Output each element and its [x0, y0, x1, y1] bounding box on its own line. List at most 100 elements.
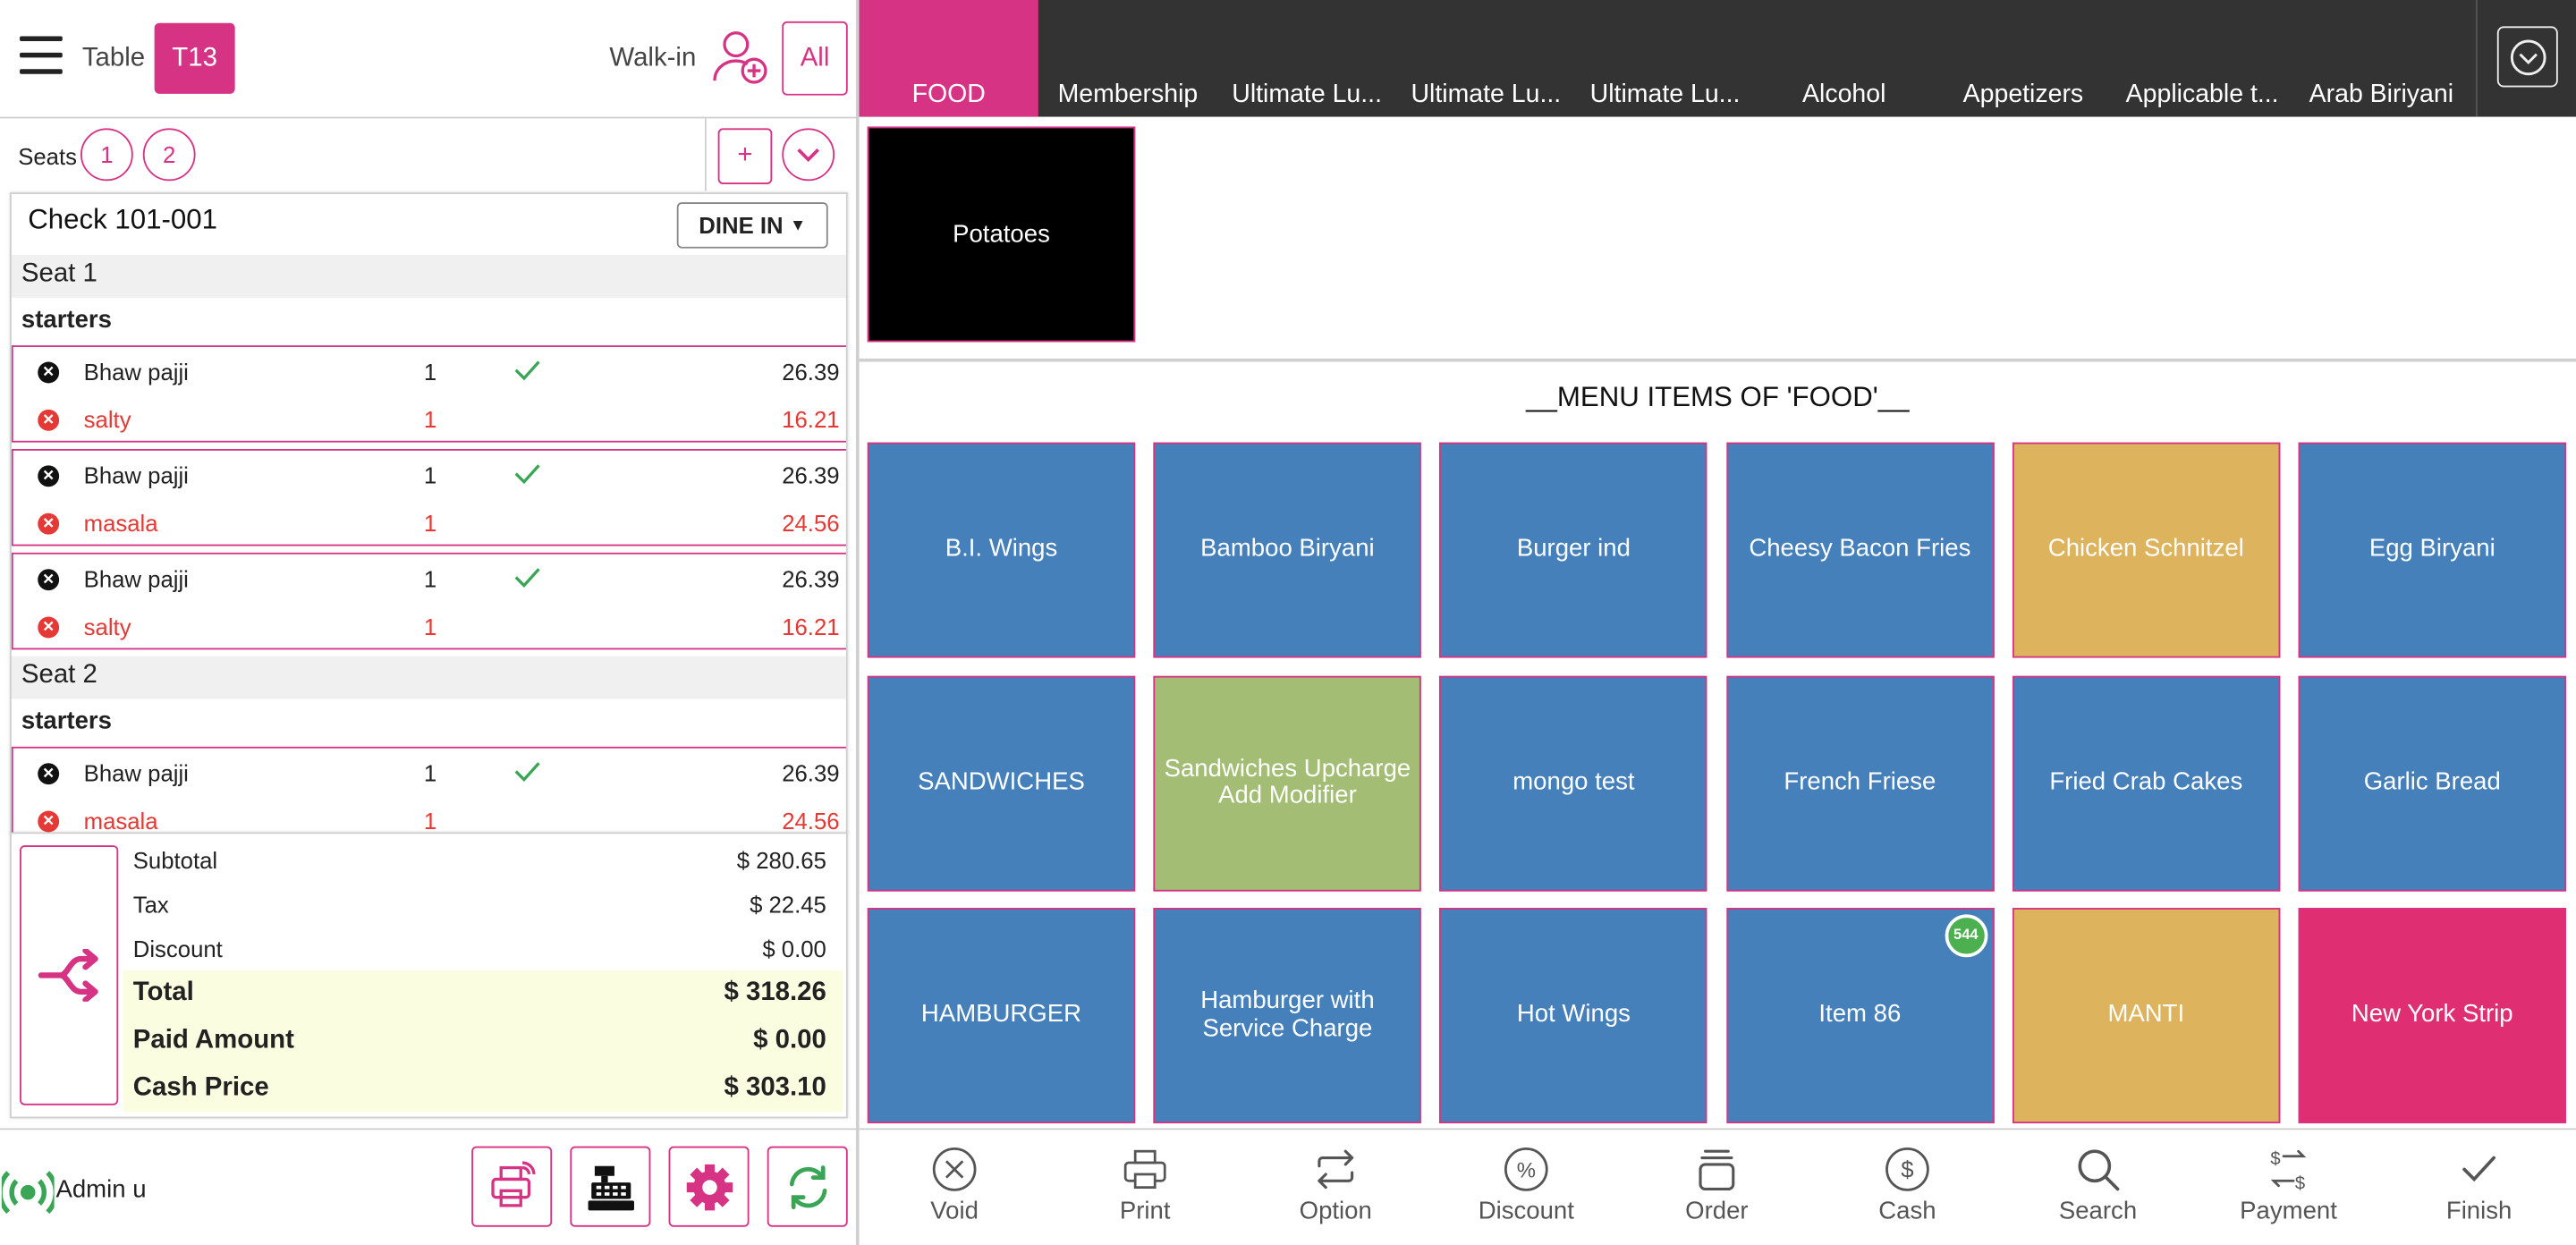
- settings-button[interactable]: [668, 1146, 750, 1227]
- finish-button[interactable]: Finish: [2384, 1130, 2574, 1245]
- menu-item-tile[interactable]: Bamboo Biryani: [1153, 442, 1422, 658]
- category-tab-ultimate-1[interactable]: Ultimate Lu...: [1232, 80, 1382, 109]
- search-label: Search: [2058, 1197, 2138, 1225]
- printer-wifi-icon: [490, 1160, 535, 1207]
- all-button[interactable]: All: [782, 21, 848, 96]
- menu-item-label: Sandwiches Upcharge Add Modifier: [1164, 754, 1411, 809]
- menu-item-tile[interactable]: mongo test: [1439, 674, 1708, 891]
- category-tab-alcohol[interactable]: Alcohol: [1802, 80, 1886, 109]
- option-label: Option: [1299, 1197, 1372, 1225]
- void-button[interactable]: Void: [860, 1130, 1050, 1245]
- svg-text:$: $: [2295, 1173, 2305, 1192]
- menu-item-tile[interactable]: Fried Crab Cakes: [2012, 674, 2281, 891]
- menu-item-tile[interactable]: B.I. Wings: [867, 442, 1136, 658]
- item-price: 26.39: [782, 759, 840, 786]
- refresh-button[interactable]: [767, 1146, 848, 1227]
- remove-item-icon[interactable]: ✕: [38, 569, 60, 591]
- order-item[interactable]: ✕ Bhaw pajji 1 26.39 ✕ salty 1 16.21: [11, 552, 846, 650]
- order-item[interactable]: ✕ Bhaw pajji 1 26.39 ✕ masala 1 24.56: [11, 449, 846, 546]
- modifier-qty: 1: [423, 613, 437, 640]
- split-check-button[interactable]: [20, 845, 119, 1105]
- item-name: Bhaw pajji: [83, 358, 189, 385]
- order-header: Table T13 Walk-in All: [0, 0, 858, 119]
- item-name: Bhaw pajji: [83, 565, 189, 592]
- totals-panel: Subtotal $ 280.65 Tax $ 22.45 Discount $…: [10, 832, 848, 1119]
- total-value: $ 318.26: [724, 978, 826, 1007]
- table-number-button[interactable]: T13: [154, 22, 235, 94]
- discount-label: Discount: [132, 936, 223, 962]
- payment-button[interactable]: $ $ Payment: [2193, 1130, 2384, 1245]
- category-bar: FOOD Membership Ultimate Lu... Ultimate …: [859, 0, 2576, 117]
- paid-amount-label: Paid Amount: [132, 1026, 294, 1054]
- printer-icon: [1123, 1149, 1166, 1190]
- menu-item-tile[interactable]: SANDWICHES: [867, 674, 1136, 891]
- menu-item-tile[interactable]: Garlic Bread: [2298, 674, 2566, 891]
- order-type-dropdown[interactable]: DINE IN ▼: [676, 202, 828, 249]
- category-tab-ultimate-2[interactable]: Ultimate Lu...: [1411, 80, 1562, 109]
- category-expand-button[interactable]: [2496, 26, 2558, 88]
- cash-button[interactable]: $ Cash: [1812, 1130, 2003, 1245]
- category-tab-ultimate-3[interactable]: Ultimate Lu...: [1589, 80, 1741, 109]
- menu-item-tile[interactable]: HAMBURGER: [867, 908, 1136, 1123]
- remove-modifier-icon[interactable]: ✕: [38, 810, 60, 833]
- category-tab-applicable[interactable]: Applicable t...: [2125, 80, 2279, 109]
- search-button[interactable]: Search: [2003, 1130, 2193, 1245]
- menu-item-tile[interactable]: Cheesy Bacon Fries: [1725, 442, 1995, 658]
- finish-label: Finish: [2445, 1197, 2512, 1225]
- order-button[interactable]: Order: [1622, 1130, 1812, 1245]
- chevron-down-icon[interactable]: [782, 128, 835, 182]
- remove-modifier-icon[interactable]: ✕: [38, 616, 60, 639]
- order-item[interactable]: ✕ Bhaw pajji 1 26.39 ✕ masala 1 24.56: [11, 746, 846, 834]
- sent-check-icon: [514, 568, 540, 589]
- menu-item-tile[interactable]: Egg Biryani: [2298, 442, 2566, 658]
- menu-hamburger-icon[interactable]: [20, 36, 63, 79]
- remove-item-icon[interactable]: ✕: [38, 361, 60, 384]
- menu-item-tile[interactable]: New York Strip: [2298, 908, 2566, 1123]
- search-icon: [2078, 1149, 2120, 1191]
- add-seat-button[interactable]: +: [717, 128, 773, 184]
- refresh-icon: [788, 1165, 826, 1209]
- modifier-name: masala: [83, 807, 158, 834]
- remove-modifier-icon[interactable]: ✕: [38, 512, 60, 535]
- check-panel: Check 101-001 DINE IN ▼ Seat 1 starters …: [10, 192, 848, 834]
- dollar-icon: $: [1885, 1148, 1929, 1191]
- discount-button[interactable]: % Discount: [1431, 1130, 1622, 1245]
- walkin-label: Walk-in: [609, 44, 697, 72]
- category-tab-appetizers[interactable]: Appetizers: [1962, 80, 2084, 109]
- menu-item-tile[interactable]: French Friese: [1725, 674, 1995, 891]
- item-qty: 1: [423, 759, 437, 786]
- remove-item-icon[interactable]: ✕: [38, 465, 60, 487]
- cash-register-icon: [587, 1165, 634, 1210]
- print-button[interactable]: Print: [1050, 1130, 1241, 1245]
- discount-value: $ 0.00: [762, 936, 826, 962]
- subcategory-tile[interactable]: Potatoes: [867, 126, 1136, 343]
- category-tab-arab-biriyani[interactable]: Arab Biriyani: [2309, 80, 2454, 109]
- cash-label: Cash: [1878, 1197, 1936, 1225]
- item-qty: 1: [423, 462, 437, 489]
- menu-item-label: Item 86: [1818, 1000, 1902, 1029]
- order-item[interactable]: ✕ Bhaw pajji 1 26.39 ✕ salty 1 16.21: [11, 345, 846, 443]
- swap-arrows-icon: [1318, 1149, 1354, 1190]
- gear-icon: [685, 1163, 733, 1210]
- menu-item-tile[interactable]: Hot Wings: [1439, 908, 1708, 1123]
- category-tab-membership[interactable]: Membership: [1057, 80, 1199, 109]
- option-button[interactable]: Option: [1241, 1130, 1431, 1245]
- seat-2-button[interactable]: 2: [142, 128, 196, 182]
- cash-drawer-button[interactable]: [570, 1146, 651, 1227]
- menu-item-tile[interactable]: Hamburger with Service Charge: [1153, 908, 1422, 1123]
- kitchen-print-button[interactable]: [471, 1146, 553, 1227]
- modifier-price: 24.56: [782, 807, 840, 834]
- menu-item-tile[interactable]: MANTI: [2012, 908, 2281, 1123]
- menu-item-label: mongo test: [1513, 767, 1635, 796]
- menu-item-tile[interactable]: Sandwiches Upcharge Add Modifier: [1153, 674, 1422, 891]
- seat-1-button[interactable]: 1: [80, 128, 133, 182]
- category-tab-food[interactable]: FOOD: [859, 0, 1038, 117]
- menu-item-tile[interactable]: Burger ind: [1439, 442, 1708, 658]
- menu-item-tile[interactable]: Item 86 544: [1725, 908, 1995, 1123]
- payment-exchange-icon: $$: [2270, 1149, 2307, 1192]
- remove-item-icon[interactable]: ✕: [38, 763, 60, 785]
- menu-item-tile[interactable]: Chicken Schnitzel: [2012, 442, 2281, 658]
- add-customer-icon[interactable]: [709, 26, 772, 89]
- remove-modifier-icon[interactable]: ✕: [38, 409, 60, 431]
- chevron-down-circle-icon: [2509, 38, 2546, 75]
